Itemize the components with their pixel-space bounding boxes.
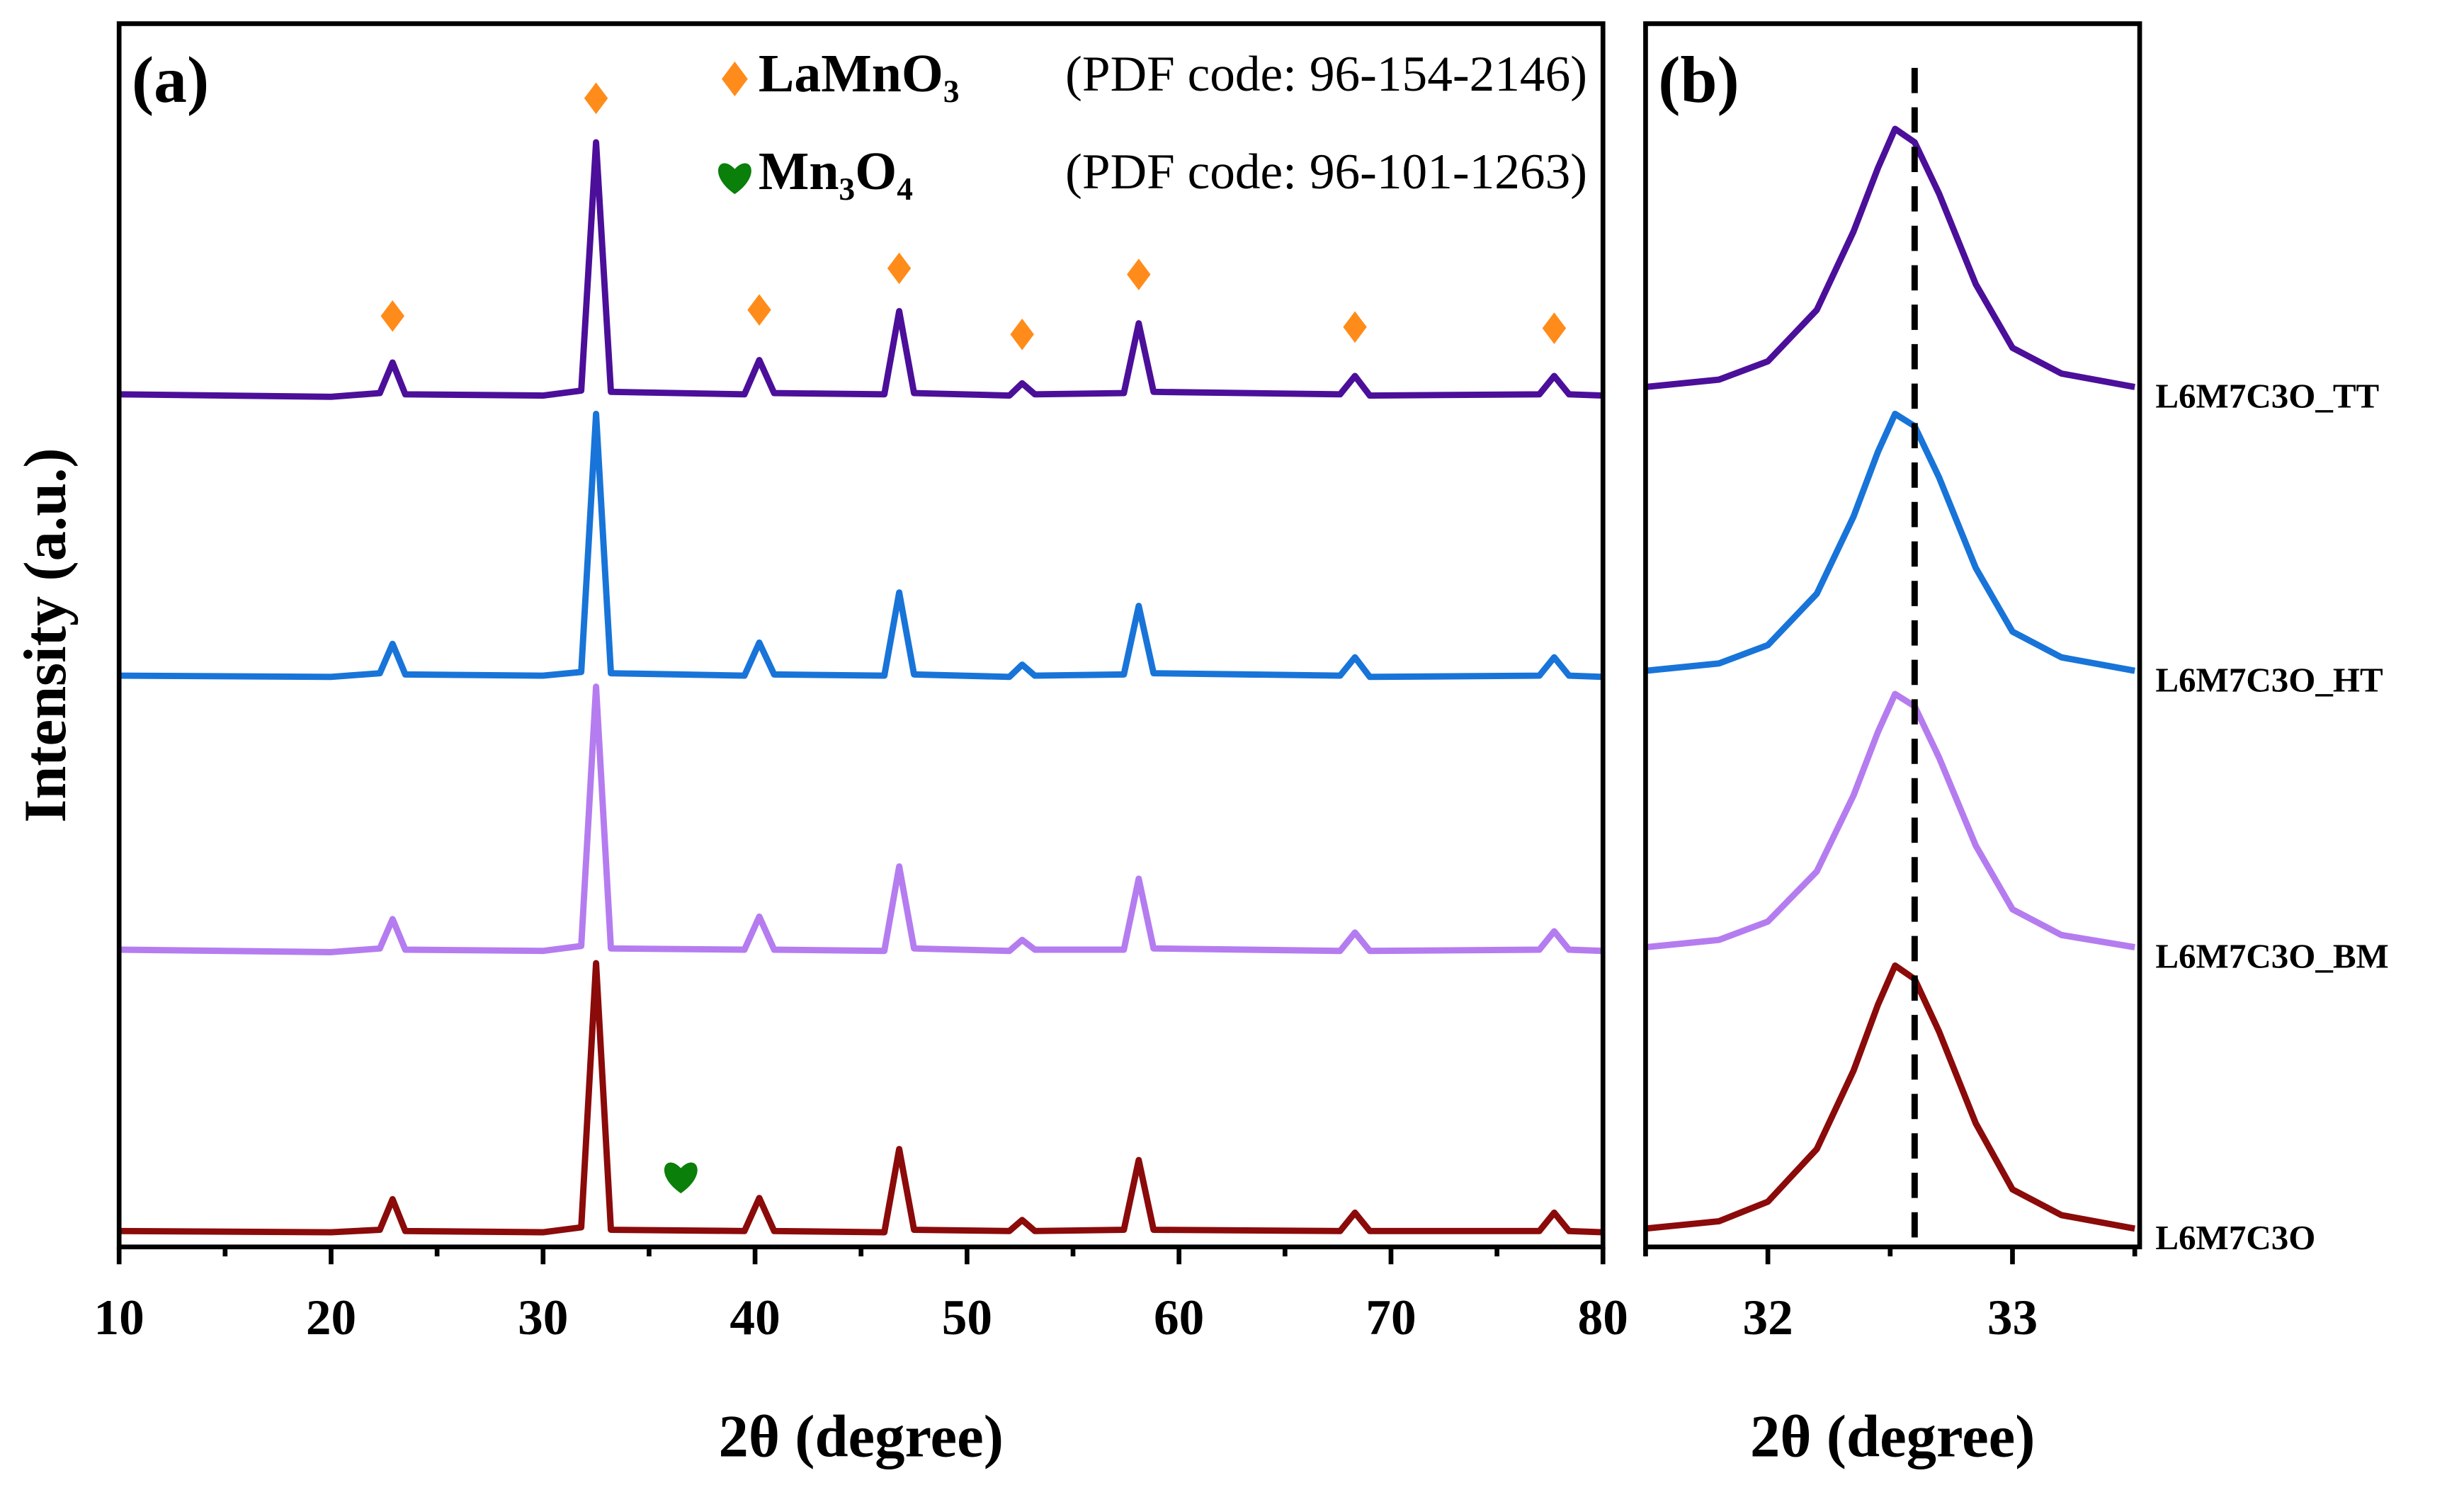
- plot-frame: [116, 21, 1606, 1250]
- diamond-marker: [1010, 318, 1034, 351]
- x-tick-label: 40: [729, 1290, 780, 1346]
- series-line: [1645, 411, 2135, 674]
- series-label: L6M7C3O_BM: [2155, 937, 2388, 976]
- x-tick-label: 70: [1366, 1290, 1416, 1346]
- diamond-marker: [1542, 312, 1567, 344]
- x-tick-label: 20: [306, 1290, 356, 1346]
- series-label: L6M7C3O_TT: [2155, 377, 2379, 416]
- y-axis-label: Intensity (a.u.): [13, 448, 79, 822]
- diamond-marker: [1343, 311, 1367, 343]
- x-tick-label: 33: [1987, 1290, 2038, 1346]
- heart-marker: [664, 1162, 698, 1194]
- series-label: L6M7C3O: [2155, 1218, 2315, 1257]
- series-line: [119, 683, 1603, 955]
- series-line: [119, 960, 1603, 1236]
- x-tick-label: 60: [1154, 1290, 1204, 1346]
- panel-label: (b): [1658, 44, 1739, 117]
- diamond-marker: [1127, 258, 1151, 290]
- series-line: [1645, 690, 2135, 951]
- diamond-marker: [747, 294, 771, 326]
- series-line: [1645, 962, 2135, 1232]
- legend-text: (PDF code: 96-101-1263): [1065, 144, 1587, 200]
- series-line: [119, 139, 1603, 400]
- diamond-marker: [584, 82, 608, 115]
- series-label: L6M7C3O_HT: [2155, 660, 2383, 699]
- legend-formula: LaMnO₃: [759, 44, 960, 103]
- diamond-marker: [887, 252, 912, 285]
- x-tick-label: 80: [1578, 1290, 1628, 1346]
- plot-frame: [1643, 21, 2142, 1250]
- x-tick-label: 30: [518, 1290, 568, 1346]
- legend-text: (PDF code: 96-154-2146): [1065, 46, 1587, 102]
- x-axis-label: 2θ (degree): [719, 1404, 1004, 1470]
- x-axis-label: 2θ (degree): [1750, 1404, 2035, 1470]
- series-line: [119, 411, 1603, 681]
- series-line: [1645, 125, 2135, 390]
- x-tick-label: 32: [1742, 1290, 1793, 1346]
- x-tick-label: 50: [942, 1290, 992, 1346]
- heart-marker: [718, 163, 751, 195]
- panel-label: (a): [132, 44, 209, 117]
- legend-formula: Mn₃O₄: [759, 142, 913, 201]
- diamond-marker: [722, 61, 748, 96]
- diamond-marker: [380, 300, 404, 332]
- x-tick-label: 10: [94, 1290, 144, 1346]
